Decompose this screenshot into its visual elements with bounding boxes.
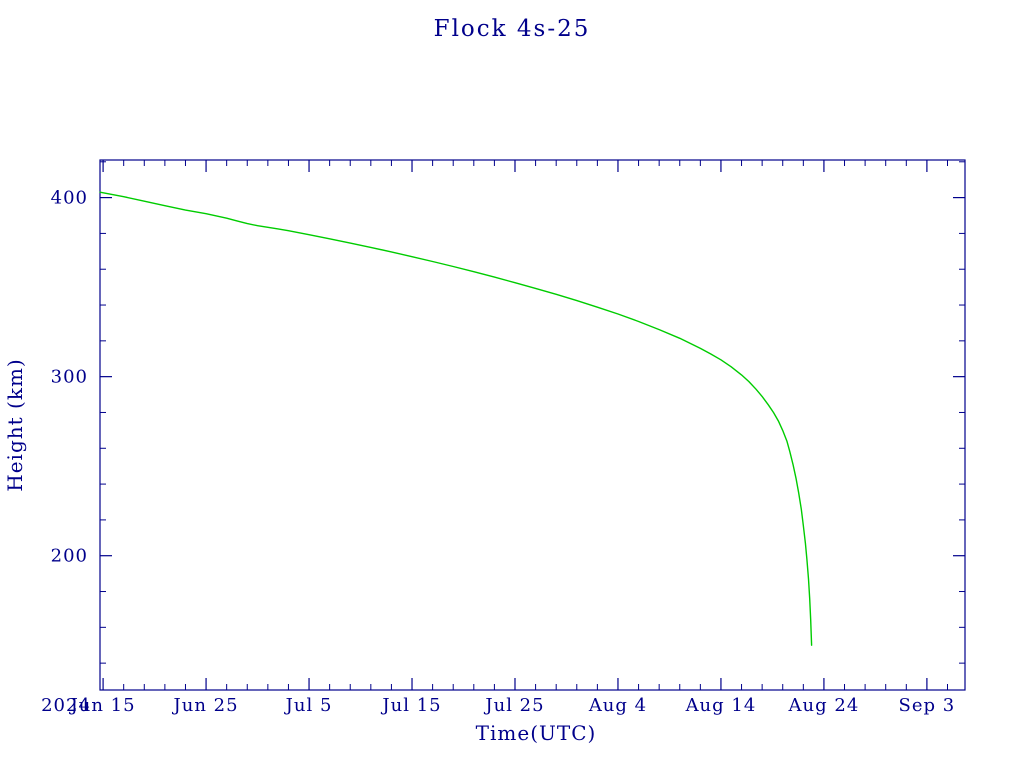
x-axis-year-label: 2024: [41, 695, 91, 716]
y-tick-label: 200: [51, 546, 88, 567]
x-axis-title: Time(UTC): [476, 721, 597, 745]
x-tick-label: Jun 25: [172, 695, 239, 716]
y-tick-label: 300: [51, 367, 88, 388]
chart-title: Flock 4s-25: [433, 16, 591, 42]
x-tick-label: Sep 3: [899, 695, 956, 716]
x-tick-label: Aug 24: [788, 695, 860, 716]
x-tick-label: Aug 14: [685, 695, 757, 716]
height-curve: [99, 191, 813, 646]
x-tick-label: Jun 15: [69, 695, 136, 716]
x-tick-label: Jul 5: [284, 695, 333, 716]
y-tick-label: 400: [51, 188, 88, 209]
x-tick-label: Aug 4: [588, 695, 647, 716]
y-axis-title: Height (km): [3, 358, 27, 491]
plot-frame: [99, 159, 966, 691]
x-tick-label: Jul 25: [483, 695, 544, 716]
x-tick-label: Jul 15: [380, 695, 441, 716]
